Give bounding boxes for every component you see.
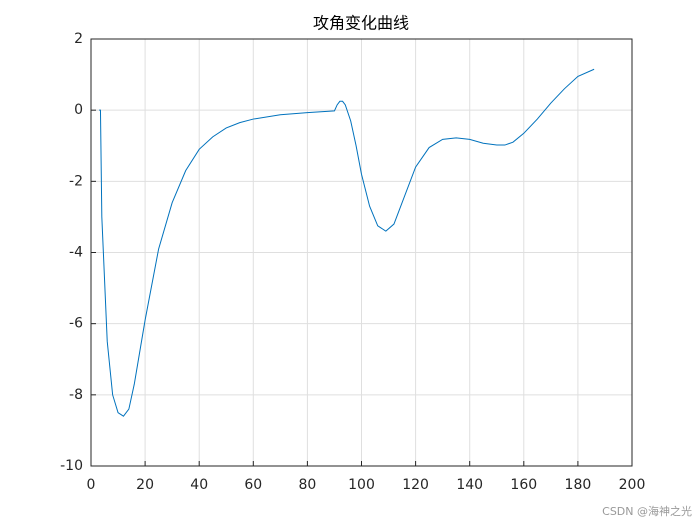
y-tick-label: -6 — [69, 316, 83, 332]
data-line — [99, 68, 595, 417]
x-tick-label: 100 — [348, 477, 375, 493]
watermark: CSDN @海神之光 — [602, 504, 692, 518]
chart-title: 攻角变化曲线 — [313, 14, 409, 33]
y-tick-label: -8 — [69, 387, 83, 403]
y-tick-label: -10 — [60, 458, 83, 474]
x-tick-label: 120 — [402, 477, 429, 493]
x-tick-label: 20 — [136, 477, 154, 493]
x-tick-label: 40 — [190, 477, 208, 493]
x-tick-label: 60 — [244, 477, 262, 493]
x-tick-label: 200 — [619, 477, 646, 493]
x-tick-label: 140 — [456, 477, 483, 493]
y-tick-label: -2 — [69, 173, 83, 189]
y-tick-label: 0 — [74, 102, 83, 118]
axes-box — [90, 38, 633, 467]
y-tick-label: 2 — [74, 31, 83, 47]
x-tick-label: 180 — [565, 477, 592, 493]
x-tick-label: 160 — [510, 477, 537, 493]
x-tick-label: 80 — [298, 477, 316, 493]
x-tick-label: 0 — [87, 477, 96, 493]
y-tick-label: -4 — [69, 245, 83, 261]
